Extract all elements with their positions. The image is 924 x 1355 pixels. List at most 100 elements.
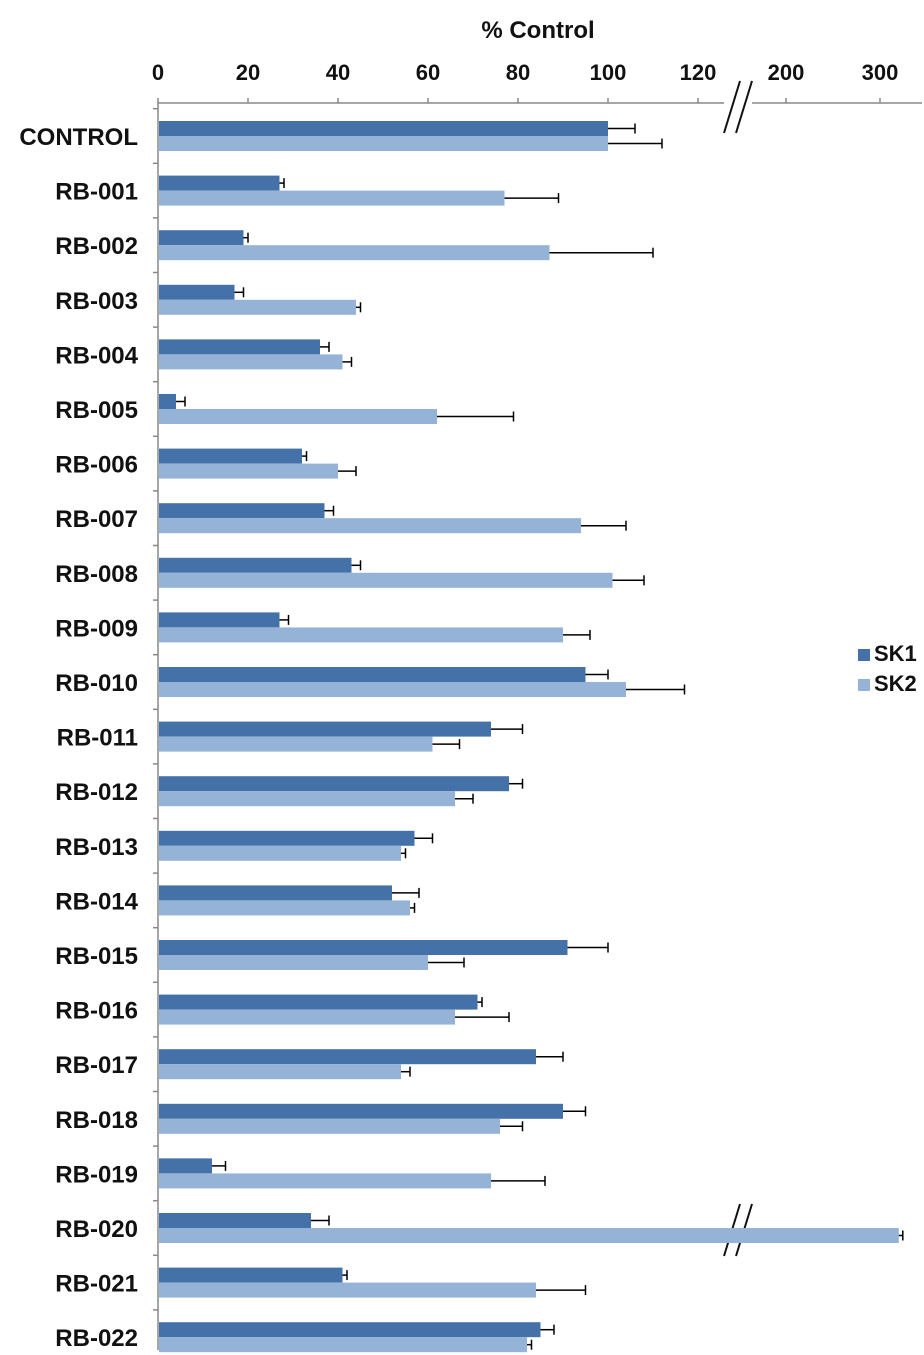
x-tick-label: 60 [416,60,440,85]
error-bar-sk2 [428,957,465,968]
bar-sk2 [159,1228,899,1243]
bar-sk2 [159,190,505,206]
category-label: RB-021 [55,1271,138,1298]
error-bar-sk1 [608,123,636,134]
bar-sk2 [159,845,401,861]
bar-sk1 [159,612,280,628]
error-bar-sk1 [320,341,330,352]
error-bar-sk2 [410,902,416,913]
bar-sk2 [159,409,437,424]
bar-sk2 [159,1337,527,1353]
error-bar-sk2 [626,684,686,695]
error-bar-sk1 [509,778,524,789]
error-bar-sk2 [536,1285,587,1296]
legend-swatch-sk2 [858,679,870,691]
error-bar-sk2 [549,247,654,258]
error-bar-sk2 [898,1230,904,1241]
bar-sk1 [159,940,568,955]
bar-sk1 [159,1322,541,1338]
error-bar-sk1 [414,833,434,844]
category-label: RB-014 [55,888,138,915]
error-bar-sk1 [212,1160,227,1171]
bar-sk1 [159,721,491,737]
error-bar-sk1 [540,1324,555,1335]
error-bar-sk1 [536,1051,564,1062]
error-bar-sk2 [612,575,645,586]
error-bar-sk2 [581,520,627,531]
x-axis: 0 20 40 60 80 100 120 200 300 [152,60,922,1350]
error-bar-sk1 [351,560,362,571]
bar-sk1 [159,1213,311,1228]
category-label: RB-002 [55,233,138,260]
error-bar-sk1 [477,997,483,1008]
error-bar-sk2 [608,138,663,149]
error-bar-sk2 [338,466,357,477]
bar-sk1 [159,885,392,901]
bar-sk1 [159,175,280,191]
category-label: RB-020 [55,1216,138,1243]
bar-sk2 [159,1009,455,1025]
category-label: RB-012 [55,779,138,806]
category-label: RB-001 [55,179,138,206]
bar-sk1 [159,776,509,792]
error-bar-sk1 [176,396,186,407]
x-tick-label: 0 [152,60,164,85]
bar-sk2 [159,136,608,151]
bar-sk2 [159,354,343,370]
bar-sk2 [159,791,455,807]
bar-sk1 [159,557,352,573]
error-bar-sk2 [401,1066,411,1077]
bar-sk1 [159,121,608,136]
category-label: RB-006 [55,452,138,479]
bar-sk2 [159,1064,401,1080]
bar-sk1 [159,830,415,846]
x-tick-label: 120 [680,60,717,85]
bar-sk1 [159,1158,212,1174]
error-bar-sk1 [279,178,285,189]
error-bar-sk2 [401,848,407,859]
error-bar-sk1 [567,942,609,953]
bar-sk1 [159,994,478,1010]
x-tick-label: 300 [862,60,899,85]
bar-sk2 [159,1173,491,1189]
bars [159,121,904,1353]
error-bar-sk1 [311,1215,330,1226]
category-label: RB-013 [55,834,138,861]
error-bar-sk2 [563,629,591,640]
bar-sk2 [159,1282,536,1298]
bar-sk2 [159,900,410,916]
bar-sk1 [159,503,325,519]
category-label: CONTROL [19,124,138,151]
error-bar-sk1 [302,451,308,462]
x-tick-label: 40 [326,60,350,85]
x-tick-label: 200 [768,60,805,85]
category-label: RB-022 [55,1325,138,1352]
axis-break-top [723,79,753,135]
category-labels: CONTROL RB-001 RB-002 RB-003 RB-004 RB-005 RB-… [19,124,138,1352]
category-label: RB-010 [55,670,138,697]
error-bar-sk1 [342,1270,348,1281]
error-bar-sk2 [500,1121,524,1132]
error-bar-sk2 [437,411,515,422]
error-bar-sk1 [243,232,249,243]
category-label: RB-005 [55,397,138,424]
error-bar-sk1 [279,614,290,625]
legend-swatch-sk1 [858,649,870,661]
category-label: RB-016 [55,998,138,1025]
bar-sk1 [159,448,302,464]
x-tick-label: 100 [590,60,627,85]
x-tick-label: 20 [236,60,260,85]
legend-label-sk2: SK2 [874,671,917,696]
category-label: RB-019 [55,1161,138,1188]
bar-sk2 [159,518,581,534]
error-bar-sk2 [342,356,353,367]
bar-sk2 [159,627,563,643]
bar-sk1 [159,667,586,682]
error-bar-sk1 [585,669,609,680]
error-bar-sk1 [491,724,524,735]
bar-sk2 [159,299,356,315]
bar-sk2 [159,736,433,752]
error-bar-sk1 [563,1106,587,1117]
